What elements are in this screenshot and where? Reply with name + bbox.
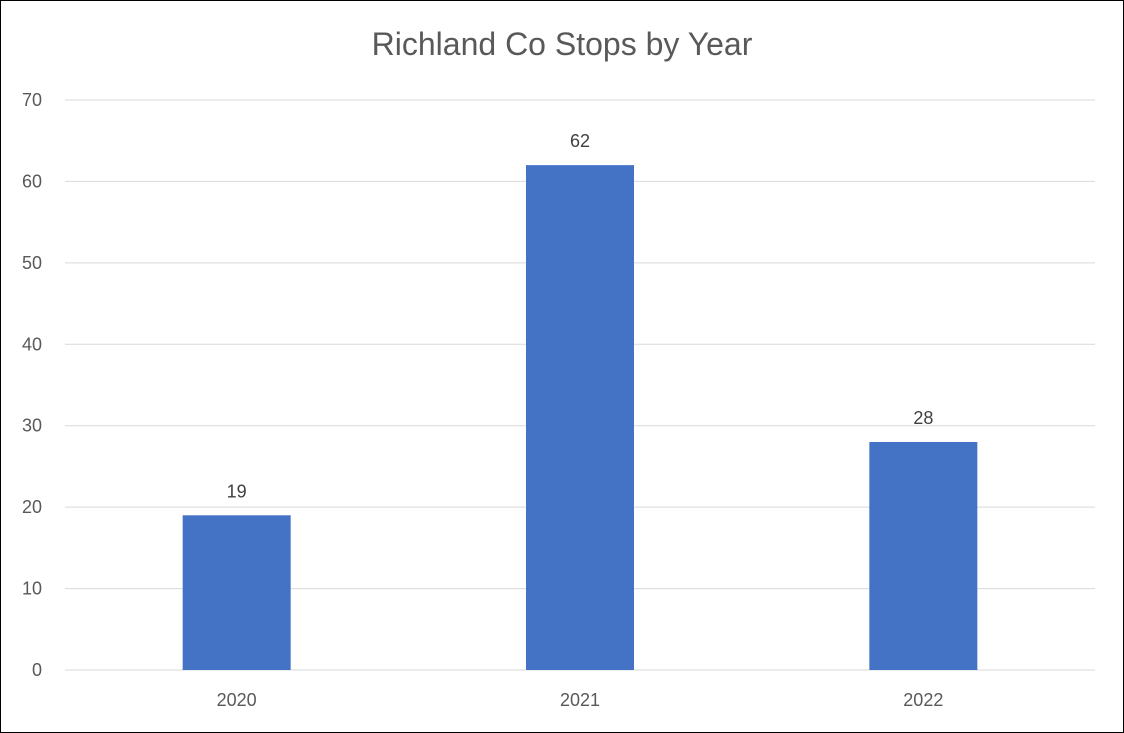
- data-label-2020: 19: [227, 481, 247, 501]
- chart-title: Richland Co Stops by Year: [371, 26, 753, 62]
- bar-2021: [526, 165, 634, 670]
- y-axis-tick-labels: 0 10 20 30 40 50 60 70: [22, 90, 42, 680]
- x-tick-label-2021: 2021: [560, 690, 600, 710]
- data-label-2022: 28: [913, 408, 933, 428]
- y-tick-label: 0: [32, 660, 42, 680]
- y-tick-label: 10: [22, 579, 42, 599]
- y-tick-label: 60: [22, 171, 42, 191]
- data-label-2021: 62: [570, 131, 590, 151]
- y-tick-label: 40: [22, 334, 42, 354]
- y-tick-label: 20: [22, 497, 42, 517]
- bar-2020: [182, 515, 291, 670]
- y-tick-label: 50: [22, 253, 42, 273]
- data-labels: 19 62 28: [227, 131, 934, 501]
- bar-2022: [869, 442, 978, 670]
- y-tick-label: 70: [22, 90, 42, 110]
- x-tick-label-2020: 2020: [217, 690, 257, 710]
- bars: [182, 165, 978, 670]
- x-tick-label-2022: 2022: [903, 690, 943, 710]
- x-axis-tick-labels: 2020 2021 2022: [217, 690, 944, 710]
- y-tick-label: 30: [22, 416, 42, 436]
